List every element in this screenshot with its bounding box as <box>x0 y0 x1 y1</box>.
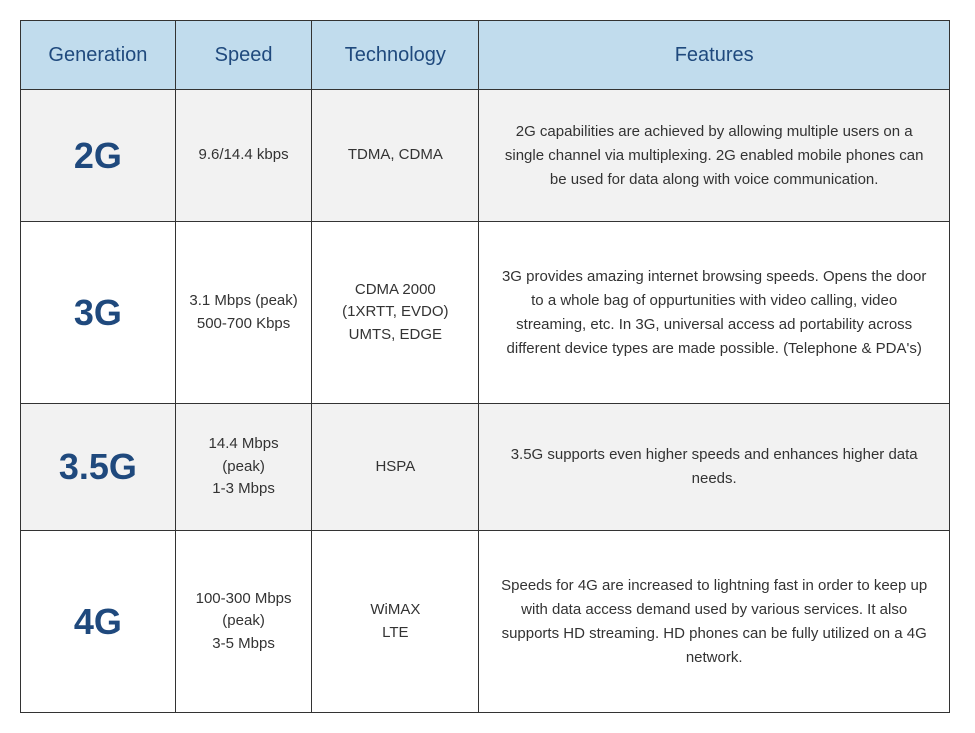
technology-cell: CDMA 2000 (1XRTT, EVDO) UMTS, EDGE <box>322 279 468 347</box>
technology-cell: WiMAX LTE <box>322 599 468 644</box>
col-header-features: Features <box>479 21 950 90</box>
generation-label: 2G <box>74 135 122 176</box>
table-row: 4G 100-300 Mbps (peak) 3-5 Mbps WiMAX LT… <box>21 531 950 713</box>
table-row: 2G 9.6/14.4 kbps TDMA, CDMA 2G capabilit… <box>21 90 950 222</box>
generation-label: 3G <box>74 292 122 333</box>
features-cell: 3G provides amazing internet browsing sp… <box>489 261 939 365</box>
speed-cell: 100-300 Mbps (peak) 3-5 Mbps <box>186 588 301 656</box>
features-cell: 3.5G supports even higher speeds and enh… <box>489 439 939 495</box>
technology-cell: HSPA <box>322 456 468 479</box>
generation-label: 3.5G <box>59 446 137 487</box>
col-header-generation: Generation <box>21 21 176 90</box>
network-gen-table: Generation Speed Technology Features 2G … <box>20 20 950 713</box>
table-row: 3.5G 14.4 Mbps (peak) 1-3 Mbps HSPA 3.5G… <box>21 404 950 531</box>
generation-label: 4G <box>74 601 122 642</box>
speed-cell: 9.6/14.4 kbps <box>186 144 301 167</box>
speed-cell: 3.1 Mbps (peak) 500-700 Kbps <box>186 290 301 335</box>
header-row: Generation Speed Technology Features <box>21 21 950 90</box>
features-cell: 2G capabilities are achieved by allowing… <box>489 116 939 196</box>
col-header-speed: Speed <box>175 21 311 90</box>
col-header-technology: Technology <box>312 21 479 90</box>
table-row: 3G 3.1 Mbps (peak) 500-700 Kbps CDMA 200… <box>21 222 950 404</box>
features-cell: Speeds for 4G are increased to lightning… <box>489 570 939 674</box>
speed-cell: 14.4 Mbps (peak) 1-3 Mbps <box>186 433 301 501</box>
technology-cell: TDMA, CDMA <box>322 144 468 167</box>
